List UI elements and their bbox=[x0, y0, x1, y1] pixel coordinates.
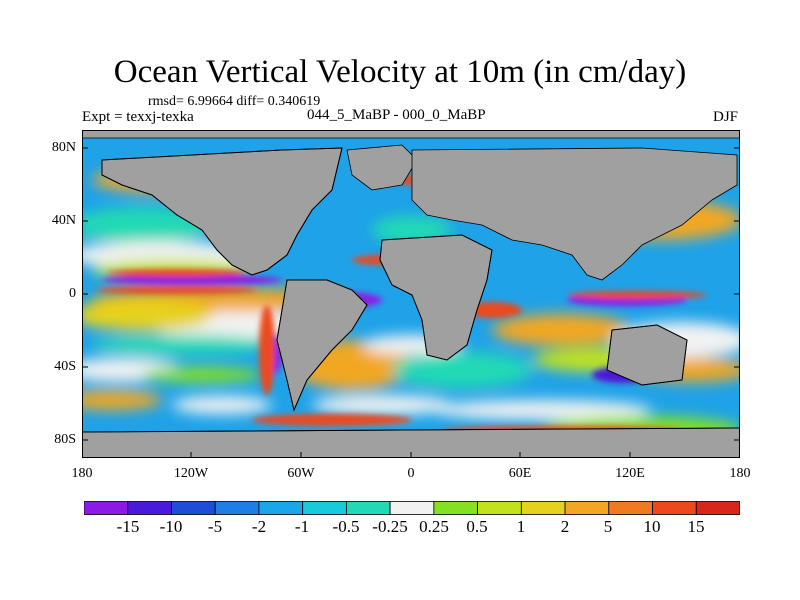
colorbar-swatch bbox=[345, 501, 391, 515]
colorbar bbox=[84, 501, 740, 515]
colorbar-label: -0.25 bbox=[372, 517, 408, 536]
colorbar-label: -15 bbox=[116, 517, 140, 536]
experiment-label: Expt = texxj-texka bbox=[82, 109, 194, 125]
y-tick-80n: 80N bbox=[51, 140, 76, 155]
colorbar-swatch bbox=[258, 501, 304, 515]
x-tick-60e: 60E bbox=[508, 466, 532, 481]
colorbar-swatch bbox=[214, 501, 260, 515]
x-tick-120e: 120E bbox=[615, 466, 645, 481]
land-masses bbox=[82, 130, 740, 458]
colorbar-label: -10 bbox=[159, 517, 183, 536]
colorbar-label: -0.5 bbox=[332, 517, 360, 536]
colorbar-swatch bbox=[695, 501, 740, 515]
colorbar-label: -2 bbox=[251, 517, 267, 536]
colorbar-swatch bbox=[520, 501, 566, 515]
y-tick-40s: 40S bbox=[54, 359, 76, 374]
colorbar-swatch bbox=[608, 501, 653, 515]
season-label: DJF bbox=[712, 109, 738, 125]
coastlines bbox=[82, 147, 740, 433]
colorbar-label: 10 bbox=[643, 517, 661, 536]
x-tick-180e: 180 bbox=[729, 466, 751, 481]
x-tick-180w: 180 bbox=[71, 466, 93, 481]
y-tick-80s: 80S bbox=[54, 432, 76, 447]
plot-title: Ocean Vertical Velocity at 10m (in cm/da… bbox=[113, 54, 687, 90]
colorbar-swatch bbox=[564, 501, 610, 515]
colorbar-swatch bbox=[127, 501, 172, 515]
colorbar-swatch bbox=[171, 501, 216, 515]
colorbar-label: 15 bbox=[687, 517, 705, 536]
axis-ticks bbox=[82, 147, 740, 458]
colorbar-swatch bbox=[84, 501, 129, 515]
colorbar-label: 0.5 bbox=[466, 517, 488, 536]
colorbar-swatch bbox=[652, 501, 697, 515]
colorbar-swatch bbox=[433, 501, 478, 515]
y-tick-0: 0 bbox=[69, 286, 76, 301]
colorbar-swatch bbox=[389, 501, 435, 515]
map-plot bbox=[82, 130, 740, 458]
arctic-strip bbox=[82, 130, 740, 139]
colorbar-label: 2 bbox=[560, 517, 570, 536]
x-tick-120w: 120W bbox=[173, 466, 209, 481]
colorbar-label: 5 bbox=[603, 517, 613, 536]
difference-label: 044_5_MaBP - 000_0_MaBP bbox=[307, 107, 486, 123]
greenland bbox=[346, 144, 418, 191]
x-tick-60w: 60W bbox=[287, 466, 315, 481]
rmsd-stats: rmsd= 6.99664 diff= 0.340619 bbox=[148, 94, 321, 109]
colorbar-label: -5 bbox=[207, 517, 223, 536]
colorbar-label: 1 bbox=[516, 517, 526, 536]
colorbar-label: -1 bbox=[294, 517, 310, 536]
y-tick-40n: 40N bbox=[51, 213, 76, 228]
eurasia bbox=[411, 147, 738, 281]
colorbar-label: 0.25 bbox=[419, 517, 449, 536]
colorbar-swatch bbox=[477, 501, 522, 515]
colorbar-swatch bbox=[302, 501, 347, 515]
x-tick-0: 0 bbox=[407, 466, 415, 481]
